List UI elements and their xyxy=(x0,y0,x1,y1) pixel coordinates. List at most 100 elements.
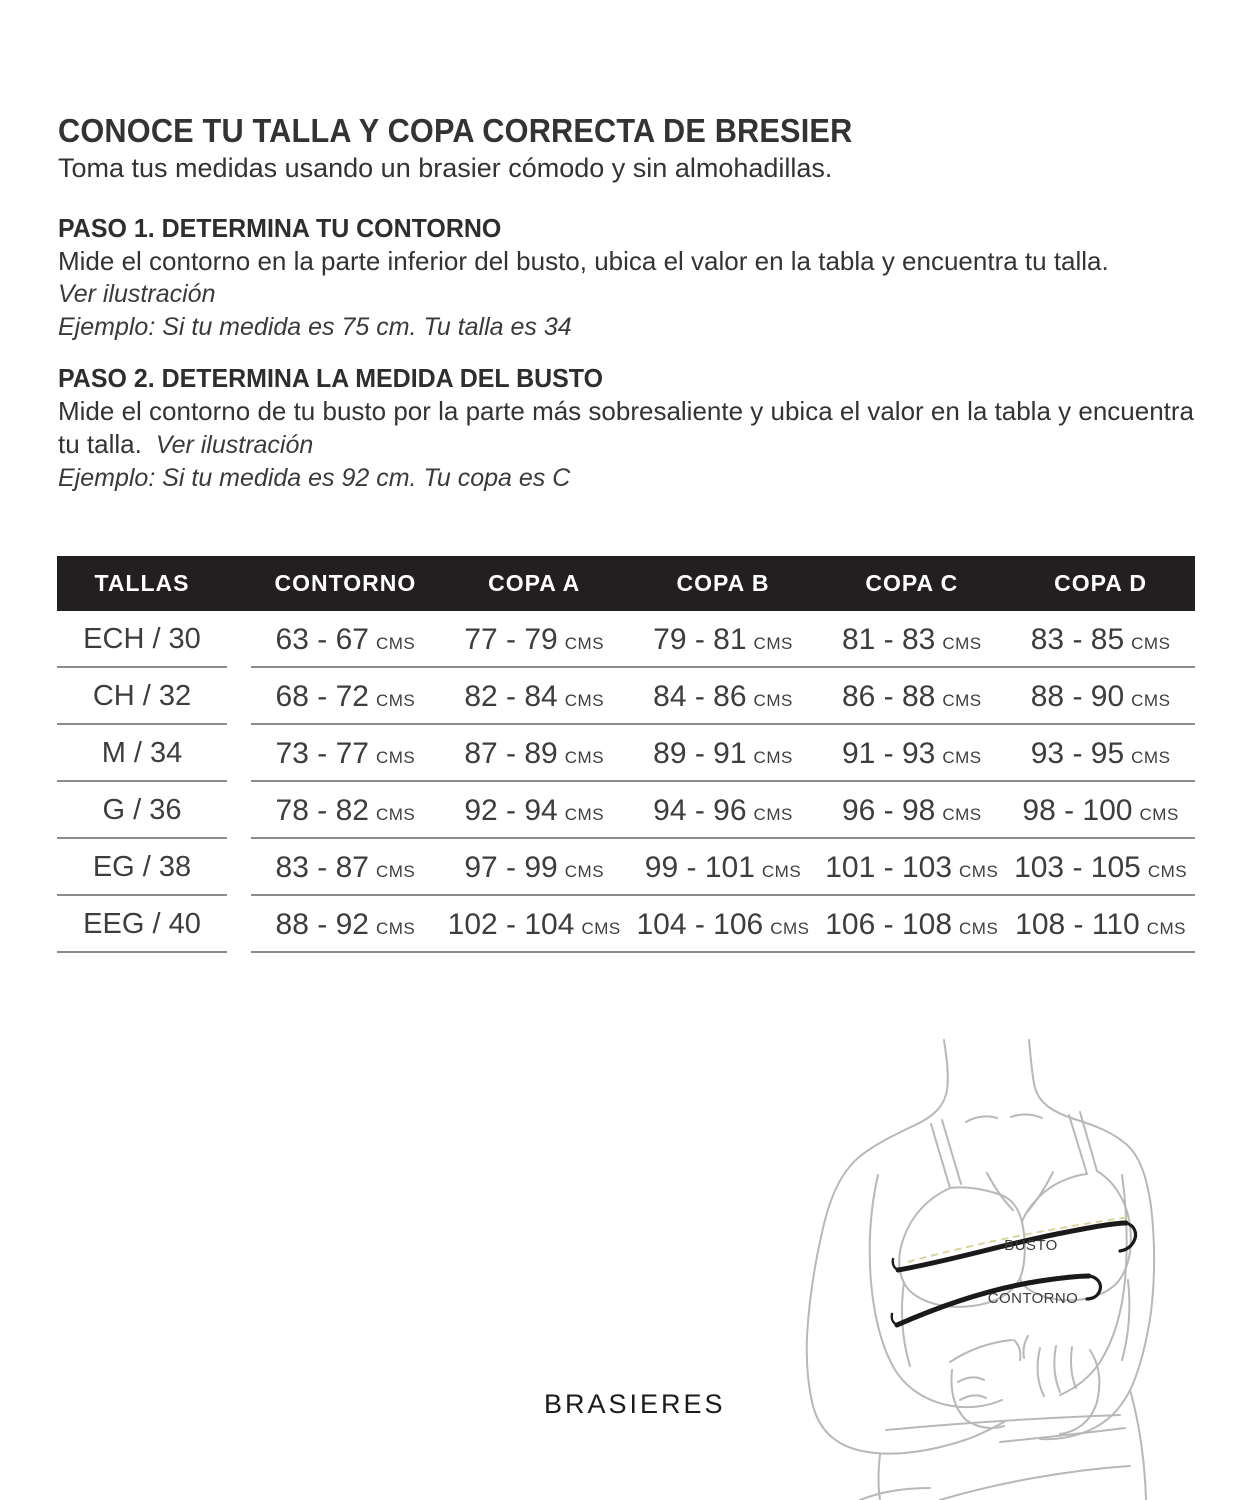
busto-band xyxy=(891,1220,1138,1273)
table-row: ECH / 30 63 - 67 CMS 77 - 79 CMS 79 - 81 CM… xyxy=(57,611,1195,668)
measure-cell: 73 - 77 CMS xyxy=(275,737,416,770)
size-table-header: TALLAS CONTORNO COPA A COPA B COPA C COP… xyxy=(57,556,1195,611)
column-header-copa-c: COPA C xyxy=(865,570,959,596)
measure-cell: 91 - 93 CMS xyxy=(841,737,982,770)
unit-label: CMS xyxy=(959,862,999,881)
unit-label: CMS xyxy=(375,691,416,710)
measure-cell: 77 - 79 CMS xyxy=(464,623,605,656)
step-1-body: Mide el contorno en la parte inferior de… xyxy=(58,246,1109,276)
unit-label: CMS xyxy=(1131,691,1171,710)
measurement-illustration: BUSTO CONTORNO xyxy=(805,1039,1155,1500)
unit-label: CMS xyxy=(1146,919,1186,938)
step-1-example: Ejemplo: Si tu medida es 75 cm. Tu talla… xyxy=(58,313,572,341)
measure-cell: 106 - 108 CMS xyxy=(825,908,999,941)
size-table: TALLAS CONTORNO COPA A COPA B COPA C COP… xyxy=(57,556,1195,953)
unit-label: CMS xyxy=(770,919,810,938)
measure-cell: 108 - 110 CMS xyxy=(1015,908,1186,941)
row-gap xyxy=(227,668,251,725)
row-measures: 68 - 72 CMS 82 - 84 CMS 84 - 86 CMS 86 - 88… xyxy=(251,668,1195,725)
unit-label: CMS xyxy=(753,805,793,824)
row-gap xyxy=(227,725,251,782)
size-label: EG / 38 xyxy=(57,839,227,896)
row-measures: 88 - 92 CMS 102 - 104 CMS 104 - 106 CMS 106… xyxy=(251,896,1195,953)
measure-cell: 63 - 67 CMS xyxy=(275,623,416,656)
unit-label: CMS xyxy=(753,748,793,767)
header-measure-columns: CONTORNO COPA A COPA B COPA C COPA D xyxy=(251,556,1195,611)
unit-label: CMS xyxy=(564,748,605,767)
measure-cell: 104 - 106 CMS xyxy=(636,908,810,941)
measure-cell: 87 - 89 CMS xyxy=(464,737,605,770)
column-header-copa-b: COPA B xyxy=(676,570,770,596)
unit-label: CMS xyxy=(1139,805,1179,824)
table-row: EG / 38 83 - 87 CMS 97 - 99 CMS 99 - 101 CM… xyxy=(57,839,1195,896)
measure-cell: 96 - 98 CMS xyxy=(841,794,982,827)
unit-label: CMS xyxy=(581,919,621,938)
measure-cell: 84 - 86 CMS xyxy=(653,680,793,713)
unit-label: CMS xyxy=(942,805,982,824)
measure-cell: 101 - 103 CMS xyxy=(825,851,999,884)
measure-cell: 88 - 92 CMS xyxy=(275,908,416,941)
table-row: EEG / 40 88 - 92 CMS 102 - 104 CMS 104 - 1… xyxy=(57,896,1195,953)
page-title: CONOCE TU TALLA Y COPA CORRECTA DE BRESI… xyxy=(58,112,853,149)
step-2-body: Mide el contorno de tu busto por la part… xyxy=(58,395,1203,462)
step-2-body-text: Mide el contorno de tu busto por la part… xyxy=(58,396,1195,459)
step-1-see-illustration: Ver ilustración xyxy=(58,280,216,308)
unit-label: CMS xyxy=(1147,862,1188,881)
row-measures: 78 - 82 CMS 92 - 94 CMS 94 - 96 CMS 96 - 98… xyxy=(251,782,1195,839)
measure-cell: 103 - 105 CMS xyxy=(1014,851,1188,884)
measure-cell: 83 - 87 CMS xyxy=(275,851,416,884)
column-header-copa-a: COPA A xyxy=(488,570,581,596)
unit-label: CMS xyxy=(564,634,605,653)
unit-label: CMS xyxy=(375,805,416,824)
row-gap xyxy=(227,839,251,896)
size-label: CH / 32 xyxy=(57,668,227,725)
busto-label: BUSTO xyxy=(1004,1237,1057,1254)
measure-cell: 99 - 101 CMS xyxy=(644,851,802,884)
unit-label: CMS xyxy=(375,748,416,767)
measure-cell: 94 - 96 CMS xyxy=(653,794,793,827)
size-label: EEG / 40 xyxy=(57,896,227,953)
measure-cell: 93 - 95 CMS xyxy=(1030,737,1171,770)
measure-cell: 98 - 100 CMS xyxy=(1022,794,1179,827)
step-1-heading: PASO 1. DETERMINA TU CONTORNO xyxy=(58,213,502,243)
row-measures: 63 - 67 CMS 77 - 79 CMS 79 - 81 CMS 81 - 83… xyxy=(251,611,1195,668)
step-1-section: PASO 1. DETERMINA TU CONTORNO Mide el co… xyxy=(58,212,1203,344)
torso-sketch xyxy=(805,1039,1155,1500)
measure-cell: 102 - 104 CMS xyxy=(447,908,621,941)
unit-label: CMS xyxy=(753,634,793,653)
measure-cell: 81 - 83 CMS xyxy=(841,623,982,656)
contorno-band xyxy=(890,1273,1103,1328)
measure-cell: 92 - 94 CMS xyxy=(464,794,605,827)
contorno-label: CONTORNO xyxy=(988,1290,1078,1307)
unit-label: CMS xyxy=(942,748,982,767)
table-row: G / 36 78 - 82 CMS 92 - 94 CMS 94 - 96 CMS … xyxy=(57,782,1195,839)
dashed-guide-line xyxy=(907,1216,1131,1263)
unit-label: CMS xyxy=(942,634,982,653)
row-measures: 83 - 87 CMS 97 - 99 CMS 99 - 101 CMS 101 - … xyxy=(251,839,1195,896)
row-measures: 73 - 77 CMS 87 - 89 CMS 89 - 91 CMS 91 - 93… xyxy=(251,725,1195,782)
unit-label: CMS xyxy=(761,862,802,881)
measure-cell: 97 - 99 CMS xyxy=(464,851,605,884)
column-header-copa-d: COPA D xyxy=(1054,570,1148,596)
unit-label: CMS xyxy=(564,691,605,710)
measure-cell: 82 - 84 CMS xyxy=(464,680,605,713)
unit-label: CMS xyxy=(375,634,416,653)
unit-label: CMS xyxy=(375,919,416,938)
step-2-section: PASO 2. DETERMINA LA MEDIDA DEL BUSTO Mi… xyxy=(58,362,1203,495)
size-label: ECH / 30 xyxy=(57,611,227,668)
column-header-contorno: CONTORNO xyxy=(274,570,417,596)
step-2-see-illustration: Ver ilustración xyxy=(155,431,314,459)
unit-label: CMS xyxy=(1131,634,1171,653)
measure-cell: 68 - 72 CMS xyxy=(275,680,416,713)
step-2-example: Ejemplo: Si tu medida es 92 cm. Tu copa … xyxy=(58,464,571,492)
measure-cell: 79 - 81 CMS xyxy=(653,623,793,656)
row-gap xyxy=(227,896,251,953)
column-header-tallas: TALLAS xyxy=(94,570,190,596)
measure-cell: 88 - 90 CMS xyxy=(1030,680,1171,713)
unit-label: CMS xyxy=(564,862,605,881)
step-2-heading: PASO 2. DETERMINA LA MEDIDA DEL BUSTO xyxy=(58,363,604,393)
measure-cell: 78 - 82 CMS xyxy=(275,794,416,827)
row-gap xyxy=(227,782,251,839)
table-row: CH / 32 68 - 72 CMS 82 - 84 CMS 84 - 86 CMS… xyxy=(57,668,1195,725)
unit-label: CMS xyxy=(942,691,982,710)
